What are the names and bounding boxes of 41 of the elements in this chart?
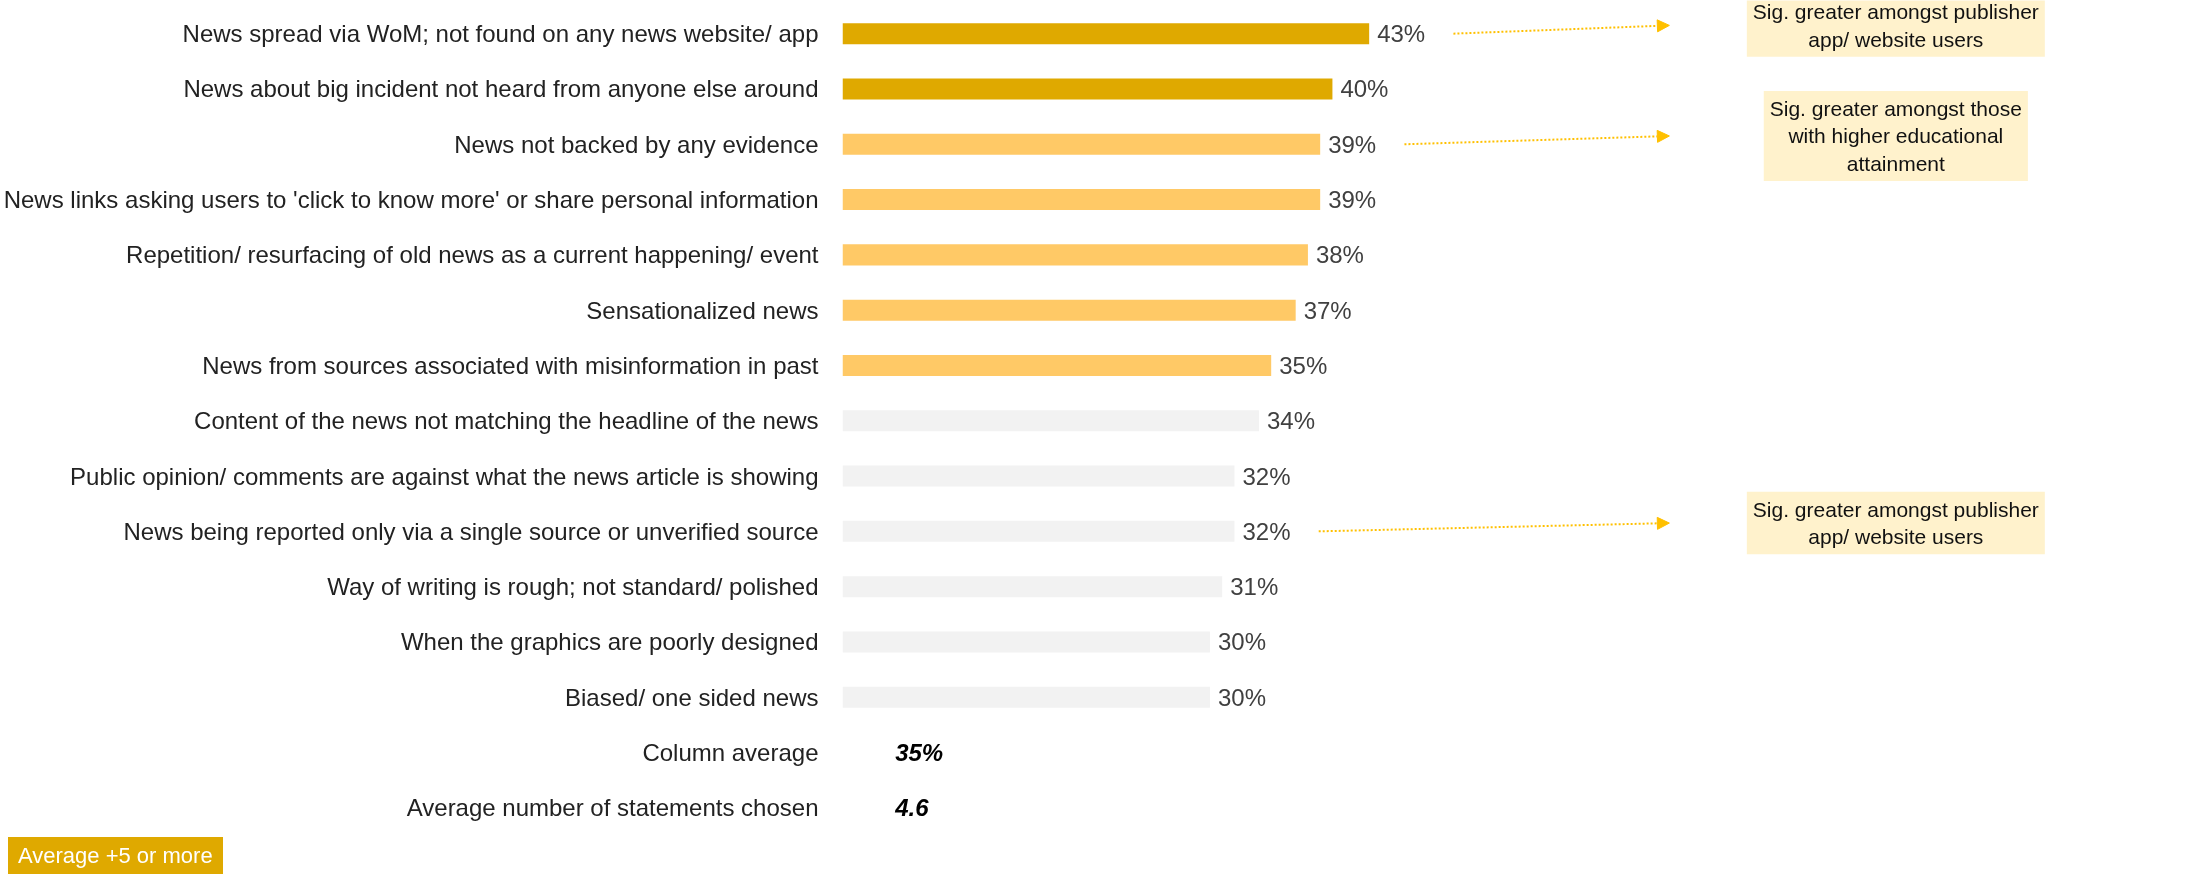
data-label: 31% — [1230, 573, 1279, 601]
data-label: 43% — [1377, 20, 1426, 48]
data-label: 38% — [1315, 241, 1364, 269]
y-tick-label: Biased/ one sided news — [565, 683, 819, 711]
y-tick-label: Content of the news not matching the headline of the news — [194, 407, 819, 435]
text: 4.6 — [894, 794, 930, 822]
data-label: 34% — [1266, 407, 1315, 435]
text: Sig. greater amongst those with higher educational attainment — [1769, 96, 2022, 176]
y-tick-label: News not backed by any evidence — [454, 130, 819, 158]
data-label: 39% — [1328, 130, 1377, 158]
text: Sig. greater amongst publisher app/ website users — [1752, 497, 2039, 549]
y-tick-label: News being reported only via a single source or unverified source — [123, 517, 819, 545]
bar — [842, 189, 1321, 211]
y-tick-label: News links asking users to 'click to know more' or share personal information — [3, 186, 819, 214]
bar — [842, 133, 1321, 155]
y-tick-label: Public opinion/ comments are against what the news article is showing — [70, 462, 819, 490]
bar — [842, 78, 1333, 100]
text: Column average — [642, 739, 819, 767]
data-label: 39% — [1328, 186, 1377, 214]
data-label: 37% — [1303, 296, 1352, 324]
data-label: 35% — [1279, 351, 1328, 379]
bar — [842, 299, 1296, 321]
bar — [842, 23, 1370, 45]
text: Average number of statements chosen — [406, 794, 819, 822]
y-tick-label: News spread via WoM; not found on any news website/ app — [182, 20, 819, 48]
y-tick-label: When the graphics are poorly designed — [400, 628, 819, 656]
data-label: 32% — [1242, 517, 1291, 545]
data-label: 40% — [1340, 75, 1389, 103]
y-tick-label: Way of writing is rough; not standard/ polished — [327, 573, 819, 601]
data-label: 30% — [1217, 628, 1266, 656]
bar — [842, 244, 1308, 266]
y-tick-label: Sensationalized news — [586, 296, 819, 324]
text: Sig. greater amongst publisher app/ website users — [1752, 0, 2039, 51]
text: Average +5 or more — [8, 837, 223, 874]
y-tick-label: Repetition/ resurfacing of old news as a current happening/ event — [126, 241, 819, 269]
bar — [842, 354, 1272, 376]
data-label: 30% — [1217, 683, 1266, 711]
y-tick-label: News about big incident not heard from anyone else around — [183, 75, 819, 103]
text: 35% — [895, 739, 944, 767]
y-tick-label: News from sources associated with misinformation in past — [202, 351, 819, 379]
data-label: 32% — [1242, 462, 1291, 490]
